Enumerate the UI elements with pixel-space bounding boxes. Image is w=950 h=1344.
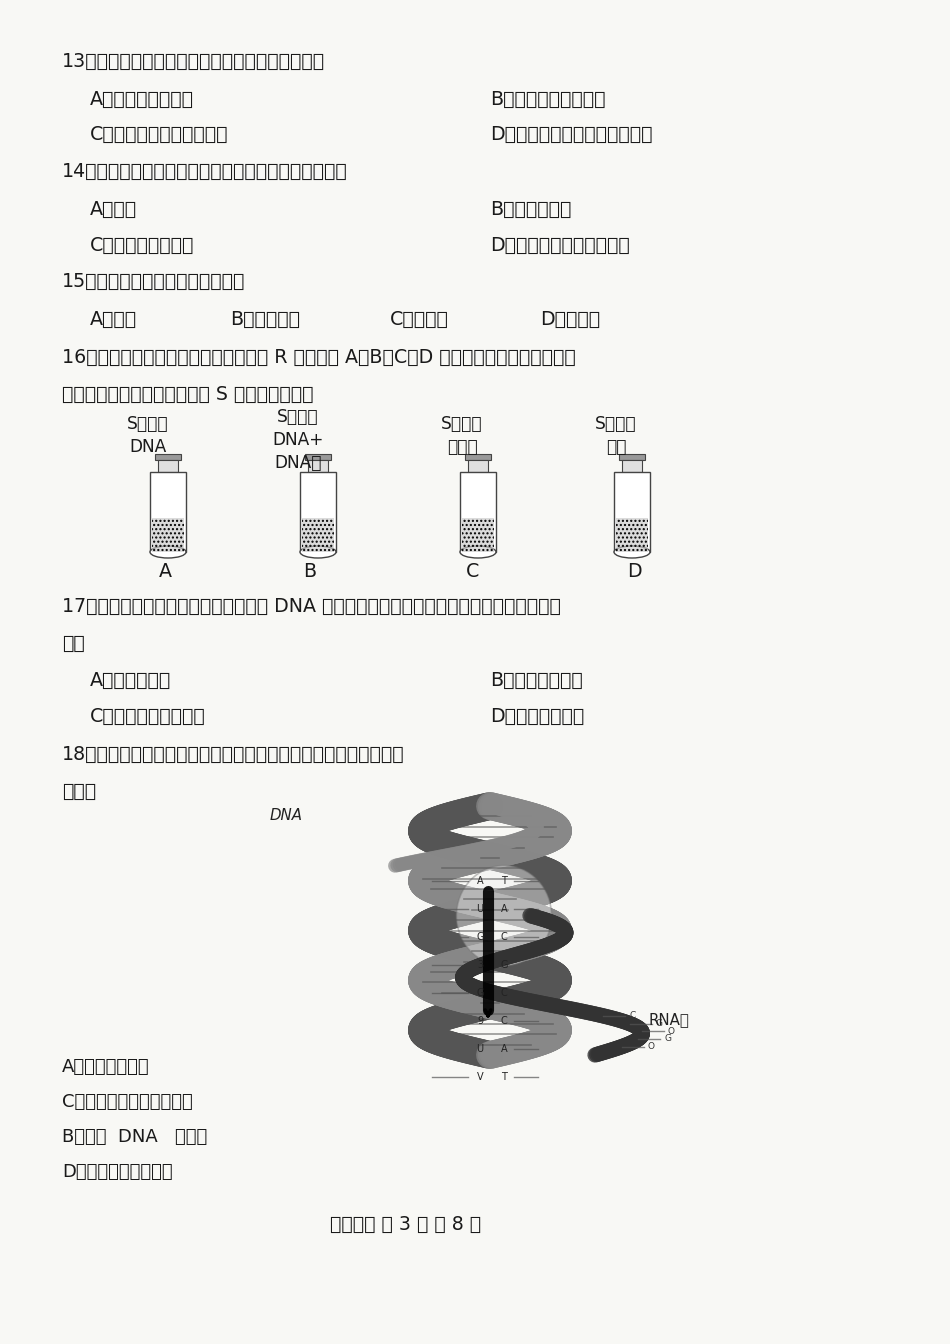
Text: S型菌的
多糖: S型菌的 多糖 [596,415,636,456]
Bar [308,460,328,472]
Text: 生物试卷 第 3 页 共 8 页: 生物试卷 第 3 页 共 8 页 [330,1215,481,1234]
Text: B．着丝点分裂: B．着丝点分裂 [490,200,571,219]
Text: C．格里菲思和艾弗里: C．格里菲思和艾弗里 [90,707,206,726]
Text: B: B [303,562,316,581]
Bar [619,454,645,460]
Ellipse shape [300,546,336,558]
Text: B．蔡斯和赫尔希: B．蔡斯和赫尔希 [490,671,582,689]
Text: RNA链: RNA链 [648,1012,689,1028]
Bar [300,472,336,552]
Text: G: G [501,960,507,970]
Bar [152,519,184,552]
Bar [460,472,496,552]
Text: A: A [501,1044,507,1054]
Bar [622,460,642,472]
Text: B．需要  DNA   聚合酶: B．需要 DNA 聚合酶 [62,1128,207,1146]
Text: C．细胞内多种酶活性上升: C．细胞内多种酶活性上升 [90,125,229,144]
Text: 18．以以下图表示人体细胞中某物质的合成过程，相关表达正确的: 18．以以下图表示人体细胞中某物质的合成过程，相关表达正确的 [62,745,405,763]
Text: 3: 3 [477,960,483,970]
Text: 9: 9 [477,1016,483,1025]
Bar [302,519,334,552]
Text: A．联会: A．联会 [90,200,137,219]
Text: D．沃森和克里克: D．沃森和克里克 [490,707,584,726]
Text: C: C [630,1012,636,1020]
Bar [150,472,186,552]
Text: C．同源染色体分别: C．同源染色体分别 [90,237,195,255]
Text: 15．动物受精卵中细胞质主要来自: 15．动物受精卵中细胞质主要来自 [62,271,245,292]
Ellipse shape [614,546,650,558]
Text: 16．肺炎双球菌转化试验中，在培育有 R 型细菌的 A、B、C、D 四支试管内分别参与以下物: 16．肺炎双球菌转化试验中，在培育有 R 型细菌的 A、B、C、D 四支试管内分… [62,348,576,367]
Text: 13．以下有关年轻细胞特征的表达，正确的选项是: 13．以下有关年轻细胞特征的表达，正确的选项是 [62,52,325,71]
Text: D: D [627,562,641,581]
Text: U: U [477,903,484,914]
Text: G: G [656,1019,663,1028]
Text: S型菌的
蛋白质: S型菌的 蛋白质 [441,415,483,456]
Text: C: C [466,562,480,581]
Text: 14．与减数第一次分裂相比，减数其次次分裂的特点是: 14．与减数第一次分裂相比，减数其次次分裂的特点是 [62,163,348,181]
Text: B．精原细胞: B．精原细胞 [230,310,300,329]
Text: D．体细胞: D．体细胞 [540,310,600,329]
Text: D．原料是脱氧核苷酸: D．原料是脱氧核苷酸 [62,1163,173,1181]
Text: U: U [477,1044,484,1054]
Text: O: O [648,1042,655,1051]
Text: A: A [159,562,172,581]
Bar [468,460,488,472]
Text: A: A [501,903,507,914]
Text: 选项是: 选项是 [62,782,96,801]
Text: A．该过程为转录: A．该过程为转录 [62,1058,150,1077]
Text: V: V [477,1071,484,1082]
Bar [614,472,650,552]
Ellipse shape [460,546,496,558]
Text: S型菌的
DNA: S型菌的 DNA [127,415,169,456]
Bar [158,460,178,472]
Text: C．卵细胞: C．卵细胞 [390,310,448,329]
Text: DNA: DNA [270,808,303,823]
Text: D．细胞膜的物质运输功能增加: D．细胞膜的物质运输功能增加 [490,125,653,144]
Text: C: C [501,931,507,942]
Text: C．该过程在核糖体上进展: C．该过程在核糖体上进展 [62,1093,193,1111]
Text: O: O [668,1027,674,1036]
Text: C: C [501,988,507,997]
Text: A．细胞内水分增多: A．细胞内水分增多 [90,90,194,109]
Text: 们是: 们是 [62,634,85,653]
Bar [155,454,180,460]
Bar [305,454,331,460]
Text: A．精子: A．精子 [90,310,137,329]
Text: T: T [501,876,507,886]
Text: S型菌的
DNA+
DNA酶: S型菌的 DNA+ DNA酶 [273,409,324,472]
Text: D．非同源染色体自由组合: D．非同源染色体自由组合 [490,237,630,255]
Bar [466,454,491,460]
Text: G: G [664,1035,672,1043]
Text: 质，经过培育后进展检测，有 S 型细菌的试管是: 质，经过培育后进展检测，有 S 型细菌的试管是 [62,384,314,405]
Text: B．细胞呼吸速率减慢: B．细胞呼吸速率减慢 [490,90,605,109]
Text: A．鲁宾和卡门: A．鲁宾和卡门 [90,671,171,689]
Text: 17．有两位科学家通过默契协作构建了 DNA 的双螺旋构造模型，成为科学家合作的典范，他: 17．有两位科学家通过默契协作构建了 DNA 的双螺旋构造模型，成为科学家合作的… [62,597,560,616]
Text: A: A [477,876,484,886]
Bar [462,519,494,552]
Ellipse shape [150,546,186,558]
Text: T: T [501,1071,507,1082]
Text: G: G [476,988,484,997]
Bar [616,519,648,552]
Text: C: C [501,1016,507,1025]
Ellipse shape [457,866,552,965]
Text: G: G [476,931,484,942]
